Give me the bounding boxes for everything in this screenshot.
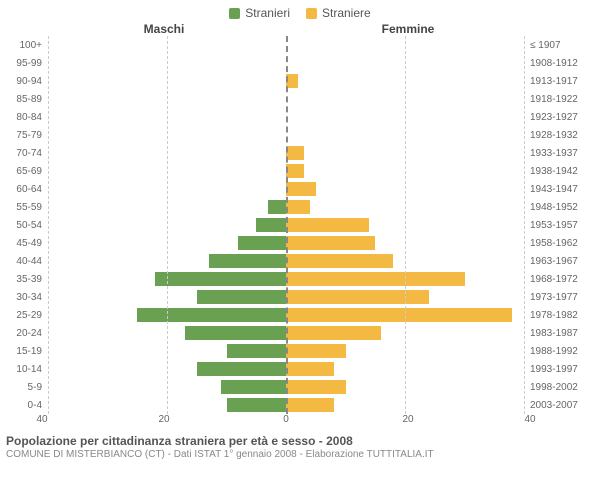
female-bar [286,308,512,322]
male-bar [227,398,287,412]
age-tick: 35-39 [0,270,42,288]
age-tick: 60-64 [0,180,42,198]
age-tick: 65-69 [0,162,42,180]
legend-male-label: Stranieri [245,6,290,20]
pyramid-chart [48,36,524,414]
x-tick: 20 [402,414,413,425]
female-bar [286,380,346,394]
female-bar [286,236,375,250]
year-tick: 1933-1937 [530,144,600,162]
male-bar [137,308,286,322]
age-tick: 40-44 [0,252,42,270]
year-tick: 1923-1927 [530,108,600,126]
center-line [286,36,288,414]
male-bar [155,272,286,286]
x-tick: 0 [283,414,289,425]
year-tick: 1973-1977 [530,288,600,306]
age-tick: 10-14 [0,360,42,378]
year-tick: 1953-1957 [530,216,600,234]
age-tick: 5-9 [0,378,42,396]
female-bar [286,200,310,214]
age-tick: 90-94 [0,72,42,90]
female-bar [286,326,381,340]
female-bar [286,398,334,412]
age-tick: 85-89 [0,90,42,108]
male-bar [227,344,287,358]
years-axis: ≤ 19071908-19121913-19171918-19221923-19… [524,36,600,414]
year-tick: 1928-1932 [530,126,600,144]
year-tick: 1993-1997 [530,360,600,378]
year-tick: 1948-1952 [530,198,600,216]
x-tick: 40 [36,414,47,425]
year-tick: 1913-1917 [530,72,600,90]
age-tick: 100+ [0,36,42,54]
legend-female-label: Straniere [322,6,371,20]
age-tick: 25-29 [0,306,42,324]
male-bar [197,362,286,376]
female-bar [286,362,334,376]
female-bar [286,164,304,178]
age-tick: 70-74 [0,144,42,162]
x-tick: 40 [524,414,535,425]
female-bar [286,290,429,304]
year-tick: 1983-1987 [530,324,600,342]
age-tick: 15-19 [0,342,42,360]
year-tick: 1958-1962 [530,234,600,252]
female-bar [286,344,346,358]
legend-female: Straniere [306,6,371,20]
male-bar [185,326,286,340]
age-tick: 45-49 [0,234,42,252]
legend: Stranieri Straniere [0,0,600,22]
year-tick: 1998-2002 [530,378,600,396]
legend-male: Stranieri [229,6,290,20]
male-bar [221,380,286,394]
year-tick: ≤ 1907 [530,36,600,54]
chart-container: { "legend": {"male_label":"Stranieri","f… [0,0,600,500]
header-female: Femmine [286,22,530,36]
year-tick: 1943-1947 [530,180,600,198]
plot-area: Fasce di età 100+95-9990-9485-8980-8475-… [0,36,600,414]
year-tick: 1988-1992 [530,342,600,360]
age-tick: 0-4 [0,396,42,414]
footer: Popolazione per cittadinanza straniera p… [0,430,600,460]
age-axis: 100+95-9990-9485-8980-8475-7970-7465-696… [0,36,48,414]
chart-title: Popolazione per cittadinanza straniera p… [6,434,594,448]
gridline [405,36,406,414]
female-bar [286,218,369,232]
age-tick: 55-59 [0,198,42,216]
age-tick: 50-54 [0,216,42,234]
male-bar [209,254,286,268]
female-bar [286,272,465,286]
year-tick: 1938-1942 [530,162,600,180]
male-bar [268,200,286,214]
column-headers: Maschi Femmine [0,22,600,36]
year-tick: 1978-1982 [530,306,600,324]
female-swatch [306,8,317,19]
x-ticks: 402002040 [42,414,530,430]
male-swatch [229,8,240,19]
header-male: Maschi [42,22,286,36]
year-tick: 2003-2007 [530,396,600,414]
female-bar [286,146,304,160]
female-bar [286,182,316,196]
x-axis: 40 20 0 20 40 [0,414,600,430]
male-bar [256,218,286,232]
year-tick: 1963-1967 [530,252,600,270]
age-tick: 20-24 [0,324,42,342]
age-tick: 30-34 [0,288,42,306]
age-tick: 95-99 [0,54,42,72]
chart-subtitle: COMUNE DI MISTERBIANCO (CT) - Dati ISTAT… [6,449,594,460]
year-tick: 1908-1912 [530,54,600,72]
female-bar [286,254,393,268]
gridline [167,36,168,414]
male-bar [197,290,286,304]
year-tick: 1918-1922 [530,90,600,108]
gridline [48,36,49,414]
age-tick: 75-79 [0,126,42,144]
gridline [524,36,525,414]
male-bar [238,236,286,250]
year-tick: 1968-1972 [530,270,600,288]
x-tick: 20 [158,414,169,425]
age-tick: 80-84 [0,108,42,126]
